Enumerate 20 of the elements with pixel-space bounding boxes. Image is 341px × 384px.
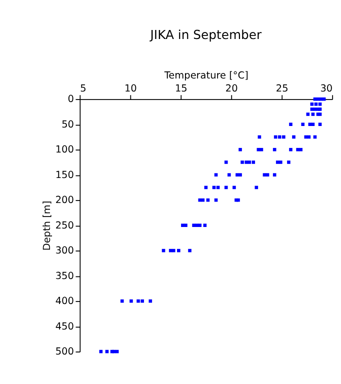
y-tick-label: 150	[55, 170, 74, 181]
y-tick-label: 500	[55, 346, 74, 358]
y-tick-label: 0	[68, 94, 74, 106]
y-tick-label: 250	[55, 220, 74, 232]
y-tick-label: 50	[62, 119, 74, 130]
x-tick-label: 20	[225, 84, 238, 95]
x-tick-label: 10	[124, 84, 137, 95]
x-tick-label: 25	[276, 84, 288, 95]
y-tick-label: 200	[55, 195, 74, 206]
x-axis-title: Temperature [°C]	[163, 70, 248, 82]
x-tick-label: 5	[80, 84, 86, 95]
x-tick-label: 15	[174, 84, 188, 95]
y-tick-label: 400	[55, 296, 74, 308]
chart-title: JIKA in September	[149, 26, 263, 42]
y-tick-label: 100	[55, 144, 74, 156]
y-tick-label: 350	[55, 270, 74, 282]
y-tick-label: 300	[55, 246, 74, 257]
x-tick-label: 30	[320, 84, 333, 95]
y-axis-title: Depth [m]	[42, 200, 54, 251]
y-tick-label: 450	[55, 321, 74, 332]
